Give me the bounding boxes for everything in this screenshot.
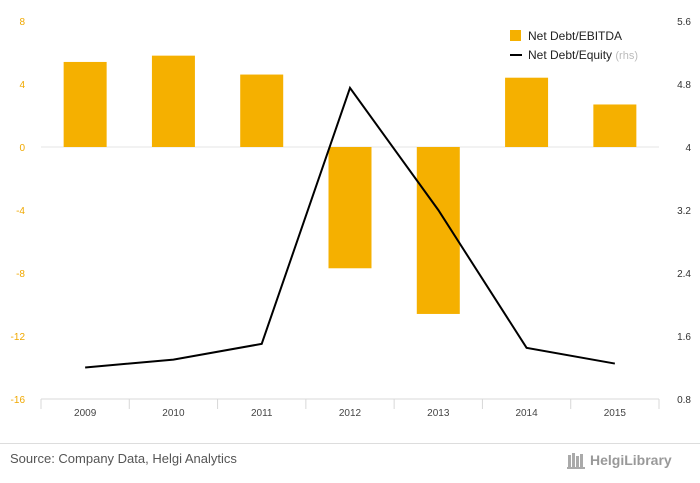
right-tick-label: 1.6 (677, 332, 691, 343)
legend-swatch-bar (510, 30, 521, 41)
legend-label-line: Net Debt/Equity (rhs) (528, 48, 638, 62)
right-tick-label: 3.2 (677, 206, 691, 217)
left-tick-label: -4 (16, 206, 25, 217)
line-series (85, 85, 616, 369)
right-tick-label: 2.4 (677, 269, 691, 280)
x-tick-label: 2015 (604, 408, 627, 419)
x-tick-label: 2010 (162, 408, 185, 419)
legend-label-bar: Net Debt/EBITDA (528, 29, 622, 43)
bar-2009 (63, 61, 107, 148)
logo-text: HelgiLibrary (590, 452, 672, 468)
x-axis: 2009 2010 2011 2012 2013 2014 2015 (40, 398, 660, 419)
library-books-icon (567, 453, 585, 469)
bar-series (63, 55, 637, 314)
right-tick-label: 5.6 (677, 17, 691, 28)
right-tick-label: 0.8 (677, 395, 691, 406)
x-tick-label: 2014 (515, 408, 538, 419)
bar-2015 (593, 104, 637, 147)
bar-2012 (328, 147, 372, 269)
right-tick-label: 4 (685, 143, 691, 154)
left-tick-label: 4 (19, 80, 25, 91)
bar-2014 (505, 77, 549, 147)
bar-2013 (416, 147, 460, 314)
x-tick-label: 2011 (251, 408, 273, 419)
x-tick-label: 2013 (427, 408, 450, 419)
chart: 840-4-8-12-16 5.64.843.22.41.60.8 2009 20… (11, 17, 692, 419)
helgi-library-logo[interactable]: HelgiLibrary (566, 448, 672, 472)
x-tick-label: 2012 (339, 408, 362, 419)
source-note: Source: Company Data, Helgi Analytics (10, 451, 237, 466)
left-tick-label: 0 (19, 143, 25, 154)
left-tick-label: -8 (16, 269, 25, 280)
left-axis: 8 4 0 -4 -8 -12 -16 (11, 17, 26, 406)
footer-divider (0, 443, 700, 444)
bar-2010 (151, 55, 195, 147)
left-tick-label: -12 (11, 332, 26, 343)
legend-rhs-note: (rhs) (615, 50, 638, 62)
right-tick-label: 4.8 (677, 80, 691, 91)
line-net-debt-equity (85, 85, 616, 369)
right-axis: 5.6 4.8 4 3.2 2.4 1.6 0.8 (677, 17, 691, 406)
bar-2011 (240, 74, 284, 147)
left-tick-label: 8 (19, 17, 25, 28)
legend: Net Debt/EBITDA Net Debt/Equity (rhs) (510, 29, 638, 62)
x-tick-label: 2009 (74, 408, 97, 419)
left-tick-label: -16 (11, 395, 26, 406)
legend-label-line-text: Net Debt/Equity (528, 48, 612, 62)
